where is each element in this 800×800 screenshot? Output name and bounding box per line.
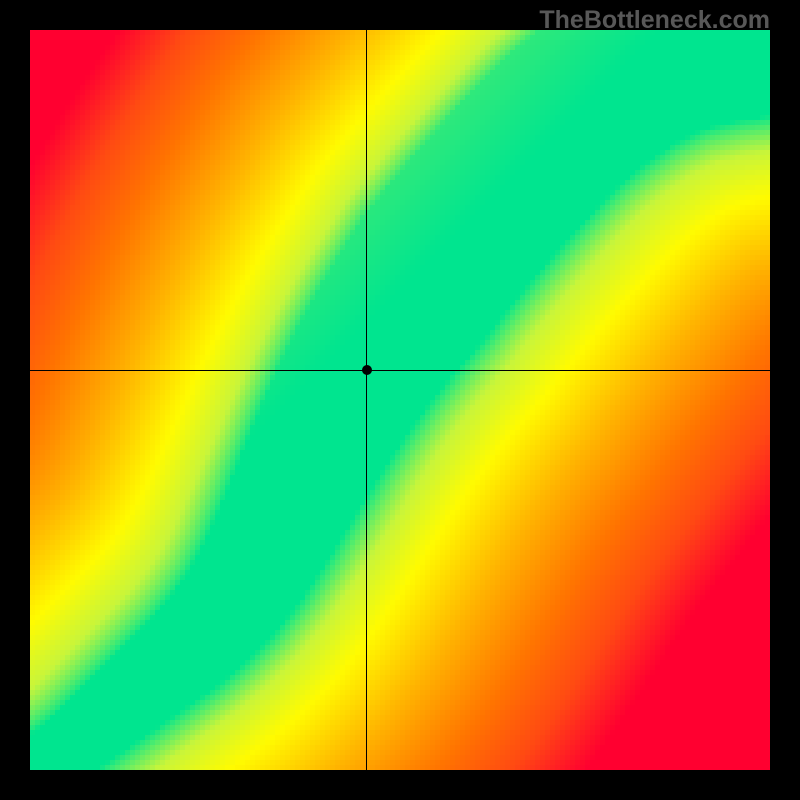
frame-border-left (0, 0, 30, 800)
frame-border-top (0, 0, 800, 30)
frame-border-bottom (0, 770, 800, 800)
bottleneck-heatmap (30, 30, 770, 770)
frame-border-right (770, 0, 800, 800)
